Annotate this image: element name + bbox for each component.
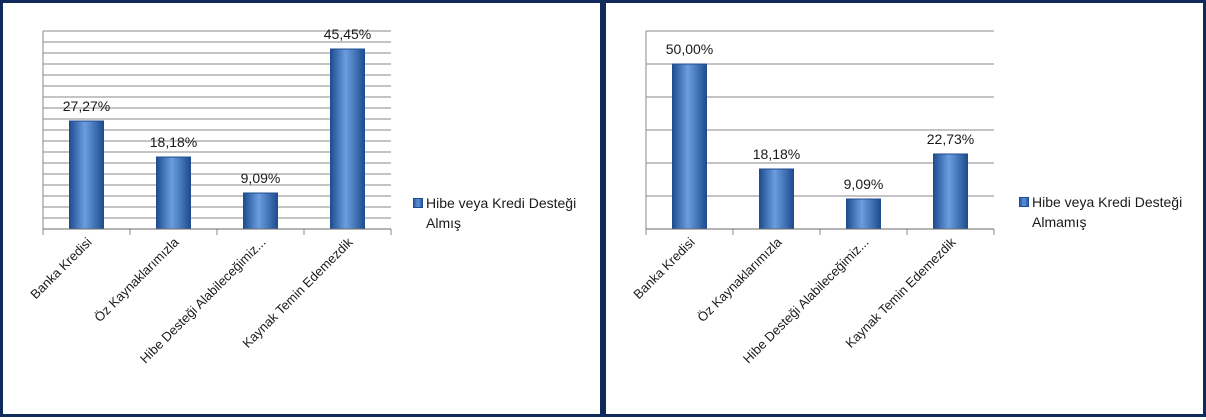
legend-label-right: Hibe veya Kredi Desteği Almamış (1032, 194, 1183, 230)
category-label: Banka Kredisi (27, 234, 94, 301)
legend-left: Hibe veya Kredi Desteği Almış (413, 193, 596, 233)
chart-panel-right: 50,00% Banka Kredisi 18,18% Öz Kaynaklarımı… (603, 0, 1206, 417)
data-label: 9,09% (241, 170, 281, 186)
category-label: Öz Kaynaklarımızla (91, 234, 182, 325)
bar (846, 198, 881, 230)
data-label: 22,73% (927, 131, 974, 147)
data-label: 27,27% (63, 98, 110, 114)
legend-swatch-icon (413, 198, 423, 208)
legend-swatch-icon (1019, 197, 1029, 207)
legend-right: Hibe veya Kredi Desteği Almamış (1019, 192, 1202, 232)
data-label: 18,18% (150, 134, 197, 150)
category-label: Banka Kredisi (630, 234, 697, 301)
bar (330, 48, 365, 230)
bar (156, 156, 191, 230)
category-label: Öz Kaynaklarımızla (694, 234, 785, 325)
legend-label-left: Hibe veya Kredi Desteği Almış (426, 195, 577, 231)
bar (243, 192, 278, 230)
data-label: 50,00% (666, 41, 713, 57)
bar (672, 63, 707, 230)
bar (933, 153, 968, 230)
bar-chart-left: 27,27% Banka Kredisi 18,18% Öz Kaynaklarımı… (27, 26, 392, 366)
data-label: 18,18% (753, 146, 800, 162)
bar (69, 120, 104, 230)
bar-chart-right: 50,00% Banka Kredisi 18,18% Öz Kaynaklarımı… (630, 30, 995, 366)
chart-panel-left: 27,27% Banka Kredisi 18,18% Öz Kaynaklarımı… (0, 0, 603, 417)
data-label: 9,09% (844, 176, 884, 192)
data-label: 45,45% (324, 26, 371, 42)
bar (759, 168, 794, 230)
